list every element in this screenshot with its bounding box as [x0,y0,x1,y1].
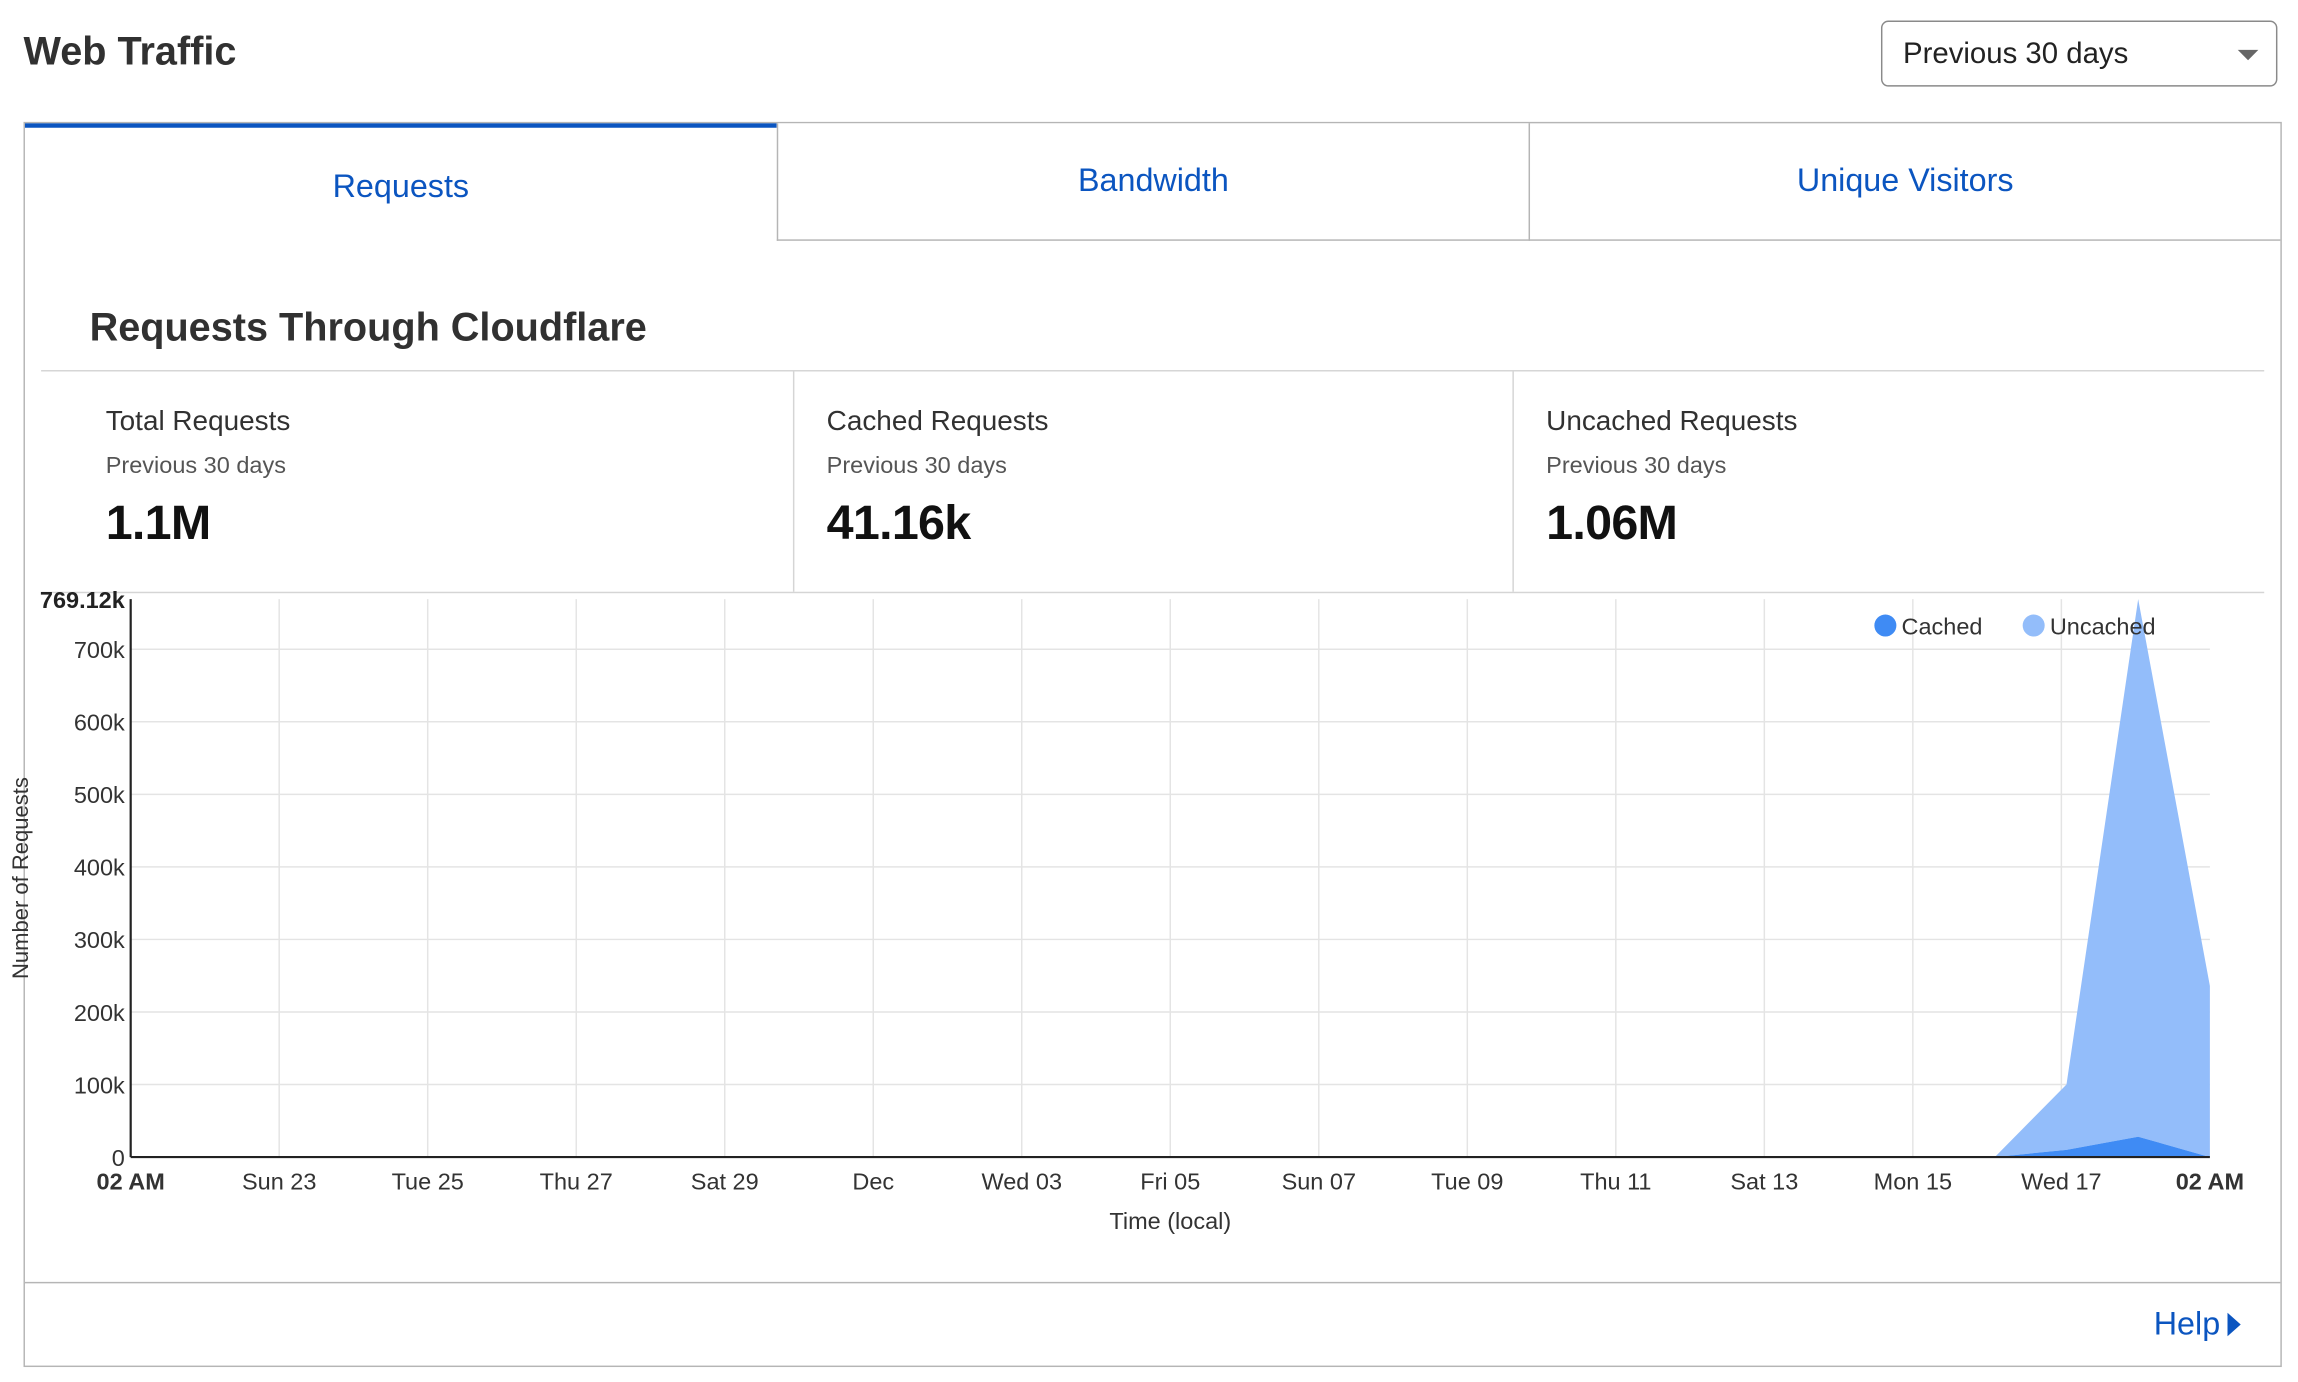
chevron-down-icon [2237,49,2259,61]
x-tick-label: Sat 13 [1730,1168,1798,1194]
y-tick-label: 0 [112,1145,125,1171]
traffic-tabs: Requests Bandwidth Unique Visitors [24,123,2281,241]
stat-value: 1.06M [1546,494,1678,550]
y-tick-label: 100k [74,1072,125,1098]
divider [24,1281,2281,1284]
caret-right-icon [2227,1312,2241,1337]
stat-uncached-requests: Uncached Requests Previous 30 days 1.06M [1512,371,2264,592]
x-tick-label: Sat 29 [691,1168,759,1194]
x-tick-label: 02 AM [97,1168,165,1194]
stat-title: Total Requests [105,406,291,438]
section-title: Requests Through Cloudflare [89,305,647,350]
x-tick-label: 02 AM [2176,1168,2244,1194]
y-axis-title: Number of Requests [8,777,33,979]
x-tick-label: Sun 23 [242,1168,316,1194]
series-uncached-area [1994,599,2210,1158]
x-tick-label: Wed 17 [2021,1168,2102,1194]
y-tick-label: 400k [74,855,125,881]
stat-title: Uncached Requests [1546,406,1798,438]
legend-uncached-label: Uncached [2050,613,2156,639]
stat-period: Previous 30 days [105,453,286,479]
stat-value: 41.16k [826,494,972,550]
x-tick-label: Mon 15 [1874,1168,1952,1194]
y-tick-label: 200k [74,1000,125,1026]
x-tick-label: Thu 11 [1580,1168,1651,1194]
date-range-select-value: Previous 30 days [1902,38,2129,71]
tab-bandwidth[interactable]: Bandwidth [776,123,1529,241]
series-cached-area [1994,1136,2210,1158]
x-tick-label: Dec [852,1168,894,1194]
x-tick-label: Sun 07 [1282,1168,1356,1194]
stat-total-requests: Total Requests Previous 30 days 1.1M [41,371,793,591]
page-title: Web Traffic [23,29,237,74]
stat-period: Previous 30 days [826,453,1007,479]
tab-unique-visitors-label: Unique Visitors [1796,161,2014,199]
help-link[interactable]: Help [2154,1305,2241,1343]
tab-requests[interactable]: Requests [24,123,777,240]
y-tick-label: 700k [74,637,125,663]
tab-requests-label: Requests [332,167,470,205]
x-tick-label: Wed 03 [982,1168,1063,1194]
legend-uncached-swatch [2022,614,2045,637]
x-tick-label: Fri 05 [1140,1168,1200,1194]
tab-bandwidth-label: Bandwidth [1077,161,1229,199]
traffic-card: Requests Bandwidth Unique Visitors Reque… [8,121,2282,1368]
y-tick-label: 600k [74,710,125,736]
stat-cached-requests: Cached Requests Previous 30 days 41.16k [792,371,1512,592]
x-axis-title: Time (local) [1109,1208,1231,1234]
stat-title: Cached Requests [826,406,1049,438]
legend-cached-swatch [1874,614,1897,637]
x-tick-label: Tue 25 [392,1168,464,1194]
tab-unique-visitors[interactable]: Unique Visitors [1528,123,2281,241]
divider [41,591,2265,594]
divider [41,370,2265,372]
y-tick-label: 500k [74,782,125,808]
y-max-label: 769.12k [40,587,126,613]
x-tick-label: Tue 09 [1431,1168,1503,1194]
legend-cached-label: Cached [1902,613,1983,639]
help-link-label: Help [2153,1305,2221,1343]
stat-value: 1.1M [105,494,212,550]
date-range-select[interactable]: Previous 30 days [1880,20,2278,87]
y-tick-label: 300k [74,927,125,953]
x-tick-label: Thu 27 [540,1168,613,1194]
stat-period: Previous 30 days [1546,453,1727,479]
